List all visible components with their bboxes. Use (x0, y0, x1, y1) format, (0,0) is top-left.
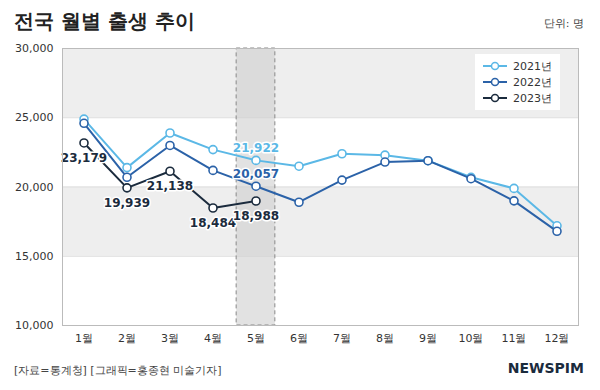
html-text:2023년: 2023년 (513, 91, 552, 105)
svg-text:19,939: 19,939 (104, 196, 150, 210)
svg-text:21,922: 21,922 (233, 141, 279, 155)
svg-text:23,179: 23,179 (61, 151, 107, 165)
svg-text:4월: 4월 (204, 332, 222, 345)
svg-text:30,000: 30,000 (15, 42, 54, 55)
svg-text:21,138: 21,138 (147, 179, 193, 193)
svg-text:25,000: 25,000 (15, 111, 54, 124)
svg-text:11월: 11월 (502, 332, 527, 345)
html-text:[자료=통계청] [그래픽=홍종현 미술기자]: [자료=통계청] [그래픽=홍종현 미술기자] (14, 364, 222, 377)
html-text:단위: 명: 단위: 명 (543, 17, 584, 30)
html-text:2022년: 2022년 (513, 75, 552, 89)
svg-text:3월: 3월 (161, 332, 179, 345)
svg-text:7월: 7월 (333, 332, 351, 345)
svg-text:9월: 9월 (419, 332, 437, 345)
svg-text:15,000: 15,000 (15, 250, 54, 263)
html-text:2021년: 2021년 (513, 59, 552, 73)
svg-text:18,988: 18,988 (233, 209, 279, 223)
svg-text:6월: 6월 (290, 332, 308, 345)
svg-text:20,057: 20,057 (233, 167, 279, 181)
svg-text:8월: 8월 (376, 332, 394, 345)
svg-text:20,000: 20,000 (15, 181, 54, 194)
svg-text:10월: 10월 (459, 332, 484, 345)
svg-text:5월: 5월 (247, 332, 265, 345)
svg-text:18,484: 18,484 (190, 216, 236, 230)
html-text:NEWSPIM: NEWSPIM (507, 360, 584, 376)
svg-text:1월: 1월 (75, 332, 93, 345)
svg-text:10,000: 10,000 (15, 319, 54, 332)
svg-text:12월: 12월 (545, 332, 570, 345)
svg-text:2월: 2월 (118, 332, 136, 345)
html-text:전국 월별 출생 추이: 전국 월별 출생 추이 (14, 9, 195, 33)
